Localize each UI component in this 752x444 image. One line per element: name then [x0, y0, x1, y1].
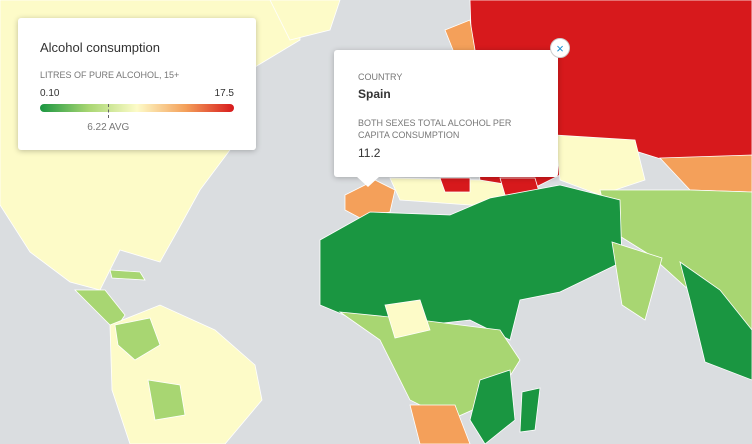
greenland [269, 0, 341, 41]
avg-marker [108, 104, 110, 118]
kazakhstan [554, 134, 646, 196]
legend-title: Alcohol consumption [40, 40, 160, 55]
metric-value: 11.2 [358, 146, 381, 160]
tooltip: COUNTRY Spain BOTH SEXES TOTAL ALCOHOL P… [334, 50, 558, 177]
legend-subtitle: LITRES OF PURE ALCOHOL, 15+ [40, 70, 180, 80]
avg-label: 6.22 AVG [87, 122, 130, 133]
eastern-europe [439, 177, 471, 193]
legend-max: 17.5 [214, 88, 234, 99]
legend-panel: Alcohol consumption LITRES OF PURE ALCOH… [18, 18, 256, 150]
mongolia [659, 154, 752, 193]
caribbean [109, 269, 146, 281]
legend-min: 0.10 [40, 88, 60, 99]
country-label: COUNTRY [358, 72, 403, 82]
east-africa [469, 369, 516, 444]
legend-gradient [40, 104, 234, 112]
southern-africa [409, 404, 471, 444]
southeast-asia [679, 261, 752, 381]
colombia [114, 317, 161, 361]
madagascar [519, 387, 541, 433]
country-name: Spain [358, 87, 391, 101]
tooltip-pointer [356, 176, 380, 187]
bolivia [147, 379, 186, 421]
close-button[interactable]: × [550, 38, 570, 58]
west-africa [384, 299, 431, 339]
india [611, 241, 663, 321]
metric-label: BOTH SEXES TOTAL ALCOHOL PER CAPITA CONS… [358, 118, 512, 140]
